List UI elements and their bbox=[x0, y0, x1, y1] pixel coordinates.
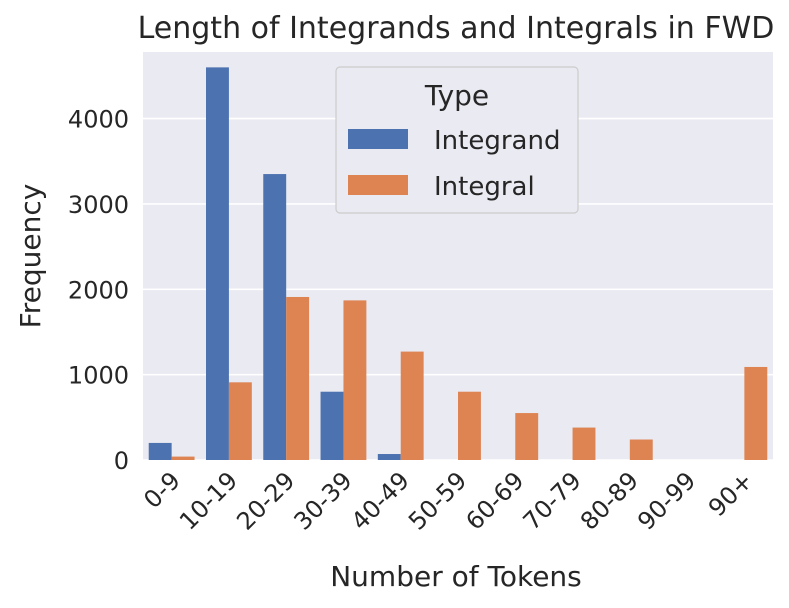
y-axis-title: Frequency bbox=[14, 184, 47, 329]
x-tick-label-60-69: 60-69 bbox=[460, 466, 529, 535]
y-tick-label-2000: 2000 bbox=[68, 276, 129, 304]
x-axis-title: Number of Tokens bbox=[330, 560, 582, 593]
x-tick-label-50-59: 50-59 bbox=[403, 466, 472, 535]
y-tick-label-4000: 4000 bbox=[68, 106, 129, 134]
x-tick-label-90-99: 90-99 bbox=[632, 466, 701, 535]
legend-label-integral: Integral bbox=[434, 172, 535, 202]
x-tick-label-90: 90+ bbox=[703, 466, 759, 522]
bar-integral-0-9 bbox=[171, 456, 195, 460]
y-tick-label-0: 0 bbox=[114, 447, 129, 475]
bar-integrand-20-29 bbox=[263, 174, 287, 460]
legend-title: Type bbox=[424, 79, 489, 112]
bar-integrand-0-9 bbox=[148, 442, 172, 460]
bar-integrand-30-39 bbox=[320, 391, 344, 460]
y-tick-label-1000: 1000 bbox=[68, 362, 129, 390]
x-tick-label-80-89: 80-89 bbox=[575, 466, 644, 535]
legend-swatch-integrand bbox=[348, 129, 408, 149]
bar-integrand-10-19 bbox=[206, 67, 229, 460]
x-tick-label-0-9: 0-9 bbox=[138, 466, 186, 514]
bar-integral-70-79 bbox=[572, 427, 596, 460]
chart-title: Length of Integrands and Integrals in FW… bbox=[138, 11, 775, 46]
bar-integral-90 bbox=[744, 366, 768, 460]
legend-swatch-integral bbox=[348, 175, 408, 195]
x-tick-label-10-19: 10-19 bbox=[174, 466, 243, 535]
bar-integral-60-69 bbox=[515, 413, 539, 460]
legend-label-integrand: Integrand bbox=[434, 126, 560, 156]
bar-integral-10-19 bbox=[228, 382, 252, 460]
x-tick-label-40-49: 40-49 bbox=[346, 466, 415, 535]
bar-integral-50-59 bbox=[458, 391, 481, 460]
x-tick-labels: 0-910-1920-2930-3940-4950-5960-6970-7980… bbox=[138, 466, 758, 535]
x-tick-label-20-29: 20-29 bbox=[231, 466, 300, 535]
legend: Type Integrand Integral bbox=[335, 66, 579, 214]
x-tick-label-70-79: 70-79 bbox=[518, 466, 587, 535]
x-tick-label-30-39: 30-39 bbox=[289, 466, 358, 535]
bar-integrand-40-49 bbox=[377, 454, 401, 460]
y-tick-labels: 0 1000 2000 3000 4000 bbox=[68, 106, 129, 475]
y-tick-label-3000: 3000 bbox=[68, 191, 129, 219]
bar-integral-80-89 bbox=[629, 439, 653, 460]
bar-integral-30-39 bbox=[343, 300, 367, 460]
bar-integral-20-29 bbox=[286, 296, 310, 460]
bar-integral-40-49 bbox=[400, 351, 424, 460]
bars bbox=[148, 67, 768, 460]
